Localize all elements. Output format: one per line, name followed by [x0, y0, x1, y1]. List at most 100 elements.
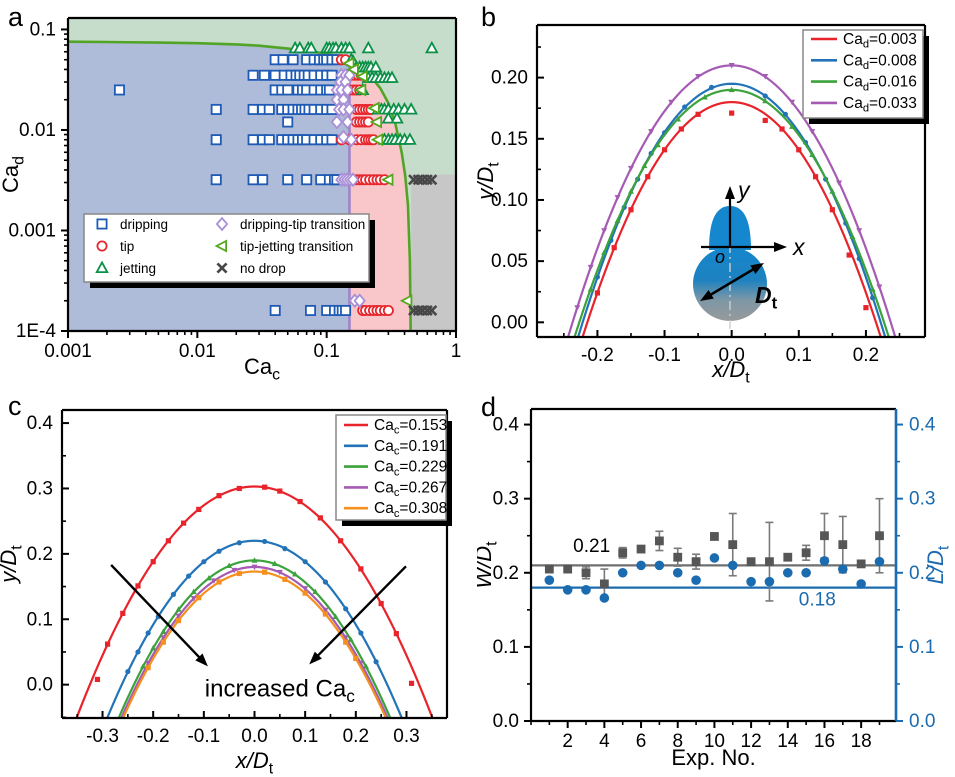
- refline-label-0.21: 0.21: [573, 536, 610, 557]
- svg-text:jetting: jetting: [119, 261, 156, 276]
- svg-text:dripping-tip transition: dripping-tip transition: [240, 217, 365, 232]
- y-axis-label-d-right: L/Dt: [923, 545, 952, 584]
- inset-y-label: y: [736, 177, 751, 203]
- svg-text:-0.2: -0.2: [581, 345, 614, 366]
- svg-text:0.001: 0.001: [44, 341, 92, 362]
- svg-text:Cad=0.033: Cad=0.033: [843, 95, 917, 115]
- svg-text:0.3: 0.3: [493, 489, 519, 510]
- series-c: [121, 569, 388, 718]
- svg-text:0.15: 0.15: [491, 129, 528, 150]
- svg-text:no drop: no drop: [240, 261, 286, 276]
- svg-text:Cac=0.229: Cac=0.229: [374, 459, 447, 479]
- svg-text:0.4: 0.4: [909, 415, 936, 436]
- inset-diameter-label: Dt: [755, 282, 778, 313]
- svg-text:0.0: 0.0: [27, 675, 53, 696]
- svg-text:0.01: 0.01: [179, 341, 216, 362]
- svg-text:0.1: 0.1: [313, 341, 339, 362]
- svg-text:Cac=0.153: Cac=0.153: [374, 417, 447, 437]
- svg-text:8: 8: [672, 731, 683, 752]
- svg-text:Cac=0.267: Cac=0.267: [374, 479, 447, 499]
- droplet-inset: x y o Dt: [693, 177, 806, 330]
- svg-text:0.10: 0.10: [491, 190, 528, 211]
- svg-text:1E-4: 1E-4: [16, 321, 57, 342]
- svg-text:tip: tip: [120, 239, 134, 254]
- y-axis-label-b: y/Dt: [477, 162, 502, 202]
- svg-text:tip-jetting transition: tip-jetting transition: [240, 239, 353, 254]
- svg-text:0.05: 0.05: [491, 251, 528, 272]
- svg-text:10: 10: [704, 731, 725, 752]
- y-axis-label-c: y/Dt: [0, 545, 25, 585]
- svg-text:0.1: 0.1: [292, 726, 318, 747]
- svg-text:12: 12: [741, 731, 762, 752]
- x-axis-label-d: Exp. No.: [671, 745, 755, 770]
- panel-letter-d: d: [481, 392, 497, 422]
- svg-text:0.3: 0.3: [27, 478, 53, 499]
- svg-text:-0.3: -0.3: [86, 726, 119, 747]
- svg-text:-0.2: -0.2: [137, 726, 170, 747]
- svg-text:dripping: dripping: [120, 217, 168, 232]
- svg-text:Cad=0.008: Cad=0.008: [843, 52, 917, 72]
- series-b: [581, 100, 882, 337]
- panel-d-exp-scatter: 0.21 0.18 2 4 6 8 10 12 14 16 18 0.0 0.1 0.2 0.3 0.4 0.0…: [477, 388, 955, 777]
- svg-text:16: 16: [814, 731, 835, 752]
- svg-text:0.1: 0.1: [30, 19, 56, 40]
- svg-text:0.3: 0.3: [393, 726, 419, 747]
- profile-chart-b: -0.2 -0.1 0.0 0.1 0.2 0.00 0.05 0.10 0.15 0.20 x/D…: [477, 23, 929, 386]
- series-tip-jetting-transition: [341, 56, 413, 308]
- svg-text:-0.1: -0.1: [187, 726, 220, 747]
- svg-text:Cad=0.016: Cad=0.016: [843, 74, 917, 94]
- inset-origin-label: o: [715, 247, 725, 267]
- panel-letter-c: c: [8, 391, 22, 421]
- x-axis-label-c: x/Dt: [235, 748, 274, 777]
- phase-diagram-chart: 0.001 0.01 0.1 11E-40.0010.010.1CacCaddripp…: [0, 16, 461, 383]
- increased-cac-text: increased Cac: [205, 675, 355, 706]
- svg-text:0.0: 0.0: [241, 726, 267, 747]
- svg-text:Cad=0.003: Cad=0.003: [843, 31, 917, 51]
- svg-text:0.4: 0.4: [27, 413, 54, 434]
- svg-text:0.2: 0.2: [343, 726, 369, 747]
- exp-scatter-chart: 0.210.182 4 6 8 10 12 14 16 180.00.10.20.30.40.0…: [477, 407, 952, 770]
- axes-d: 2 4 6 8 10 12 14 16 18 0.0 0.1 0.2 0.3 0.4: [493, 407, 896, 752]
- svg-text:0.001: 0.001: [8, 220, 56, 241]
- svg-text:18: 18: [851, 731, 872, 752]
- legend-a: dripping tip jetting dripping-tip transitio…: [83, 213, 375, 288]
- series-w-dt: [544, 531, 884, 589]
- series-dripping-tip-transition: [330, 67, 366, 309]
- y-axis-label-a: Cad: [0, 156, 27, 193]
- profile-chart-c: -0.3 -0.2 -0.1 0.0 0.1 0.2 0.3 0.0 0.1 0.2 0.3 0.4 x…: [0, 408, 452, 777]
- panel-b-profile-cad: -0.2 -0.1 0.0 0.1 0.2 0.00 0.05 0.10 0.15 0.20 x/D…: [477, 0, 955, 388]
- svg-text:2: 2: [562, 731, 573, 752]
- svg-text:0.1: 0.1: [27, 609, 53, 630]
- series-c: [117, 557, 392, 718]
- svg-text:-0.1: -0.1: [648, 345, 681, 366]
- series-c: [75, 484, 434, 718]
- series-l-dt: [544, 553, 885, 603]
- axes-b: -0.2 -0.1 0.0 0.1 0.2 0.00 0.05 0.10 0.15 0.20: [491, 23, 927, 366]
- svg-text:14: 14: [777, 731, 799, 752]
- axes-c: -0.3 -0.2 -0.1 0.0 0.1 0.2 0.3 0.0 0.1 0.2 0.3 0.4: [27, 408, 449, 747]
- svg-text:0.4: 0.4: [493, 415, 520, 436]
- svg-text:0.01: 0.01: [19, 120, 56, 141]
- svg-text:0.0: 0.0: [493, 711, 519, 732]
- x-axis-label-b: x/Dt: [711, 357, 750, 386]
- svg-text:Cac=0.308: Cac=0.308: [374, 500, 447, 520]
- panel-letter-b: b: [481, 2, 497, 32]
- svg-text:0.2: 0.2: [27, 544, 53, 565]
- series-b: [573, 86, 890, 337]
- svg-text:0.1: 0.1: [786, 345, 812, 366]
- svg-text:0.0: 0.0: [718, 345, 744, 366]
- annotation-increased-cac: increased Cac: [110, 564, 407, 706]
- right-axis: 0.0 0.1 0.2 0.3 0.4: [894, 409, 936, 732]
- series-c: [106, 538, 403, 718]
- series-b: [566, 63, 897, 337]
- svg-text:0.2: 0.2: [493, 563, 519, 584]
- svg-text:0.20: 0.20: [491, 68, 528, 89]
- svg-text:6: 6: [636, 731, 647, 752]
- y-axis-label-d-left: W/Dt: [477, 541, 500, 589]
- panel-letter-a: a: [8, 2, 24, 32]
- svg-text:4: 4: [599, 731, 610, 752]
- svg-text:0.2: 0.2: [853, 345, 879, 366]
